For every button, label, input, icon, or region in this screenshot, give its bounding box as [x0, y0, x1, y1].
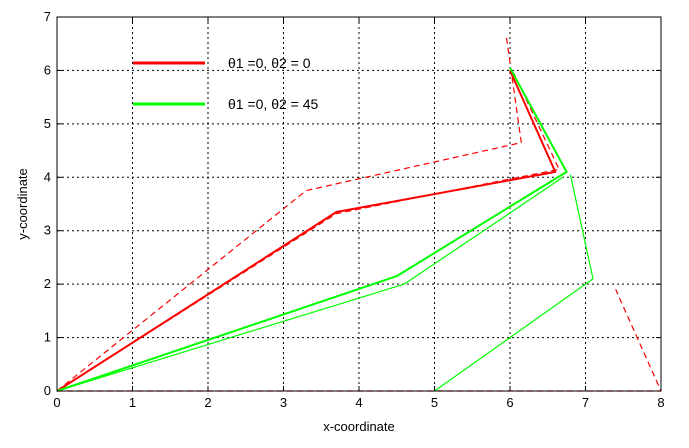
- x-tick-label: 5: [431, 395, 438, 410]
- grid: [57, 17, 661, 391]
- series-layer: [56, 35, 662, 392]
- y-axis-label: y-coordinate: [15, 168, 30, 240]
- x-tick-label: 4: [355, 395, 362, 410]
- x-axis-label: x-coordinate: [323, 419, 395, 434]
- series-line-red-1: [56, 72, 560, 392]
- x-tick-label: 7: [582, 395, 589, 410]
- y-tick-label: 3: [44, 223, 51, 238]
- x-tick-label: 8: [657, 395, 664, 410]
- y-tick-label: 4: [44, 169, 51, 184]
- y-tick-label: 6: [44, 62, 51, 77]
- legend: θ1 =0, θ2 = 0 θ1 =0, θ2 = 45: [133, 55, 319, 112]
- x-tick-label: 6: [506, 395, 513, 410]
- x-tick-label: 2: [204, 395, 211, 410]
- series-line-green-5: [56, 176, 564, 392]
- axis-ticks: 0 1 2 3 4 5 6 7 8 0 1 2 3 4 5 6 7: [44, 9, 665, 410]
- x-tick-label: 0: [53, 395, 60, 410]
- y-tick-label: 0: [44, 383, 51, 398]
- legend-entry-label: θ1 =0, θ2 = 45: [228, 96, 319, 112]
- series-line-red-2: [56, 35, 522, 392]
- x-tick-label: 1: [129, 395, 136, 410]
- y-tick-label: 1: [44, 330, 51, 345]
- legend-entry-label: θ1 =0, θ2 = 0: [228, 55, 311, 71]
- series-line-green-4: [56, 67, 568, 392]
- y-tick-label: 2: [44, 276, 51, 291]
- x-tick-label: 3: [280, 395, 287, 410]
- series-line-green-6: [434, 174, 594, 392]
- y-tick-label: 5: [44, 116, 51, 131]
- y-tick-label: 7: [44, 9, 51, 24]
